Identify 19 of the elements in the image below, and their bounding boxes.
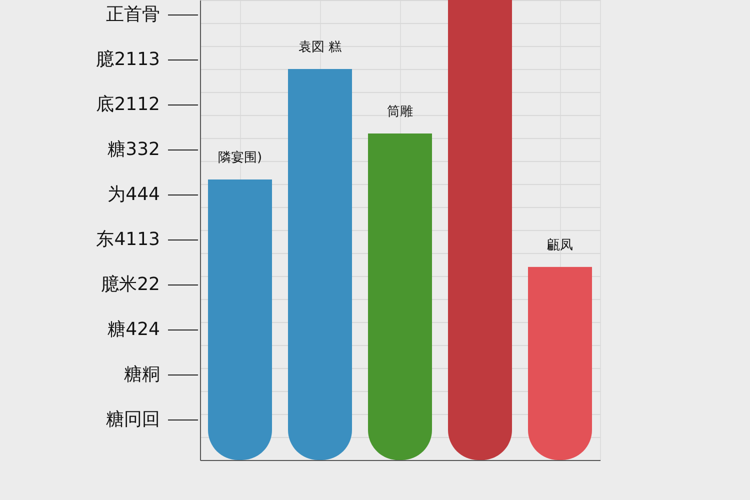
bar <box>208 179 272 460</box>
text: 正首骨 <box>106 4 160 25</box>
bar <box>528 266 592 460</box>
x-tick-label: 甂凤 <box>547 238 573 253</box>
text: 糖332 <box>108 139 160 160</box>
x-tick-label: 袁図 糕 <box>298 40 342 55</box>
bar <box>448 0 512 460</box>
x-tick-label: 隣宴围) <box>218 149 262 166</box>
text: 臆米22 <box>101 274 160 295</box>
x-tick-label: 筒雕 <box>387 104 413 120</box>
bar <box>368 133 432 460</box>
bar <box>288 69 352 460</box>
text: 糖粡 <box>124 364 160 385</box>
text: 臆2113 <box>96 49 160 70</box>
text: 底2112 <box>96 94 160 115</box>
text: 糖424 <box>108 319 160 340</box>
text: 糖冋回 <box>106 409 160 430</box>
text: 东4113 <box>96 229 160 250</box>
text: 为444 <box>108 184 160 205</box>
